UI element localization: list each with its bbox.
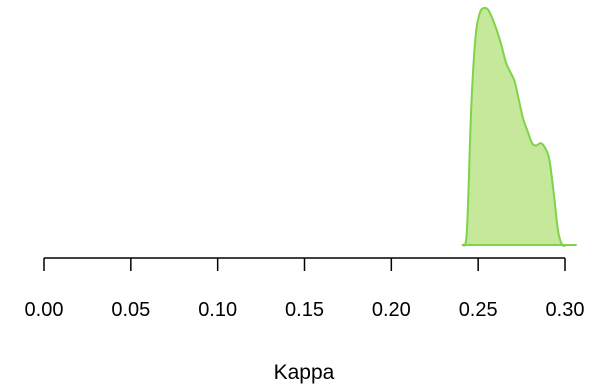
x-tick-label: 0.20 — [372, 299, 411, 321]
density-area — [461, 6, 577, 248]
x-axis-title: Kappa — [274, 361, 335, 384]
plot-area — [461, 6, 577, 248]
x-tick-label: 0.25 — [459, 299, 498, 321]
x-tick-label: 0.00 — [25, 299, 64, 321]
x-tick-label: 0.30 — [546, 299, 585, 321]
x-axis: 0.00 0.05 0.10 0.15 0.20 0.25 0.30 — [25, 257, 585, 321]
x-tick-label: 0.15 — [285, 299, 324, 321]
x-tick-label: 0.05 — [111, 299, 150, 321]
x-tick-label: 0.10 — [198, 299, 237, 321]
